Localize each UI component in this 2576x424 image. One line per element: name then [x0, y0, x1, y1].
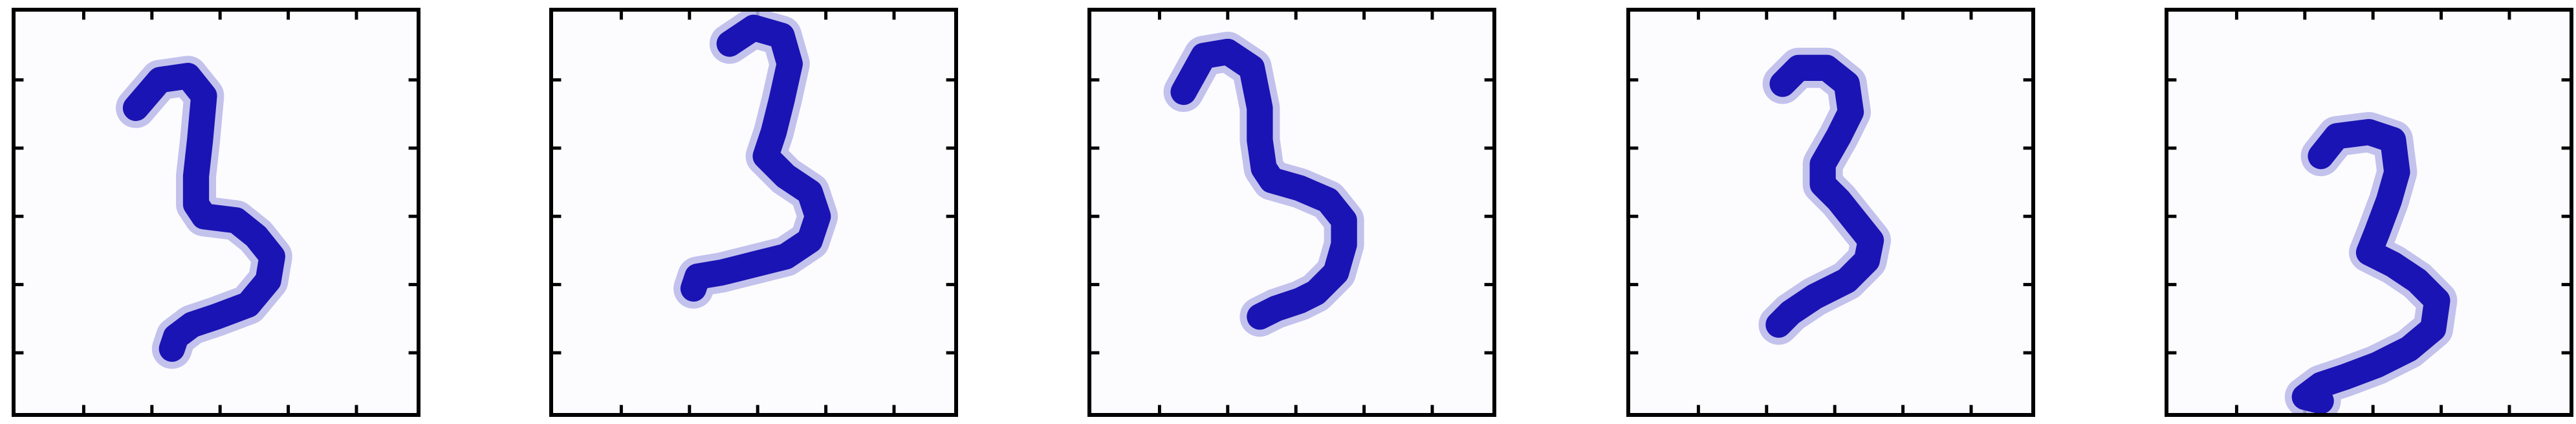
ticks-1: [16, 12, 417, 413]
digit-stroke-1: [116, 56, 292, 369]
digit-image-3: [1091, 12, 1492, 413]
digit-panel-1: [12, 8, 420, 417]
digit-stroke-5: [2284, 112, 2458, 413]
digit-panel-4: [1626, 8, 2035, 417]
digit-panel-5: [2165, 8, 2573, 417]
ticks-3: [1091, 12, 1492, 413]
digit-panel-2: [549, 8, 958, 417]
digit-image-2: [553, 12, 954, 413]
digit-stroke-2: [673, 12, 838, 309]
digit-image-5: [2168, 12, 2570, 413]
digit-stroke-4: [1758, 47, 1891, 345]
ticks-2: [553, 12, 954, 413]
digit-panel-3: [1087, 8, 1496, 417]
digit-stroke-3: [1163, 32, 1364, 337]
ticks-5: [2168, 12, 2570, 413]
ticks-4: [1630, 12, 2031, 413]
digit-image-4: [1630, 12, 2031, 413]
digit-image-1: [16, 12, 417, 413]
